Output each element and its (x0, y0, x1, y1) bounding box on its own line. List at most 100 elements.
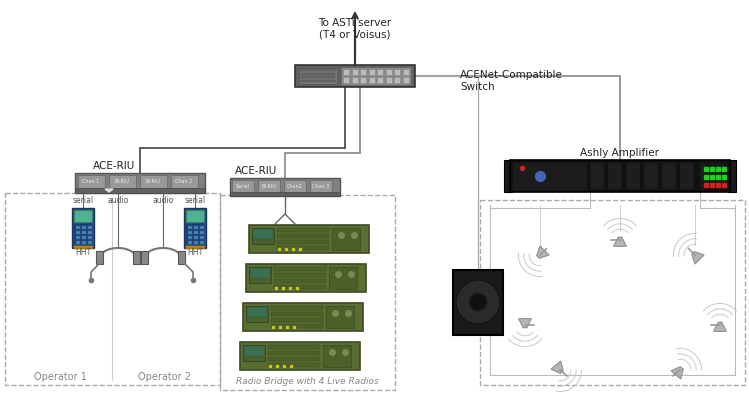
Bar (402, 69, 408, 75)
Bar (188, 231, 192, 234)
Bar (194, 231, 198, 234)
Bar (82, 231, 86, 234)
Bar (133, 251, 140, 264)
Bar (247, 307, 267, 317)
Bar (171, 175, 198, 188)
Text: Bi-RIU: Bi-RIU (261, 183, 276, 188)
Text: ACENet-Compatible
Switch: ACENet-Compatible Switch (460, 70, 563, 91)
Bar (194, 226, 198, 229)
Text: Chan2: Chan2 (287, 183, 303, 188)
Bar (299, 68, 337, 84)
Bar (310, 180, 332, 192)
Bar (268, 351, 320, 355)
Bar (271, 324, 323, 328)
Circle shape (469, 293, 487, 311)
Bar (253, 229, 273, 239)
Bar (194, 236, 198, 239)
Bar (220, 195, 395, 390)
Bar (394, 69, 400, 75)
Text: Chan 1: Chan 1 (82, 179, 100, 183)
Bar (178, 251, 185, 264)
Bar (301, 80, 335, 82)
Bar (271, 306, 323, 310)
Bar (700, 163, 727, 189)
Bar (377, 69, 383, 75)
Bar (680, 163, 694, 189)
Bar (274, 279, 326, 283)
Bar (274, 285, 326, 289)
Bar (186, 224, 204, 244)
Bar (188, 236, 192, 239)
Bar (78, 175, 105, 188)
Bar (74, 210, 92, 222)
Bar (277, 246, 329, 250)
Bar (243, 345, 265, 361)
Text: Bi-RIU: Bi-RIU (115, 179, 130, 183)
Bar (194, 241, 198, 244)
Bar (88, 226, 92, 229)
Bar (301, 72, 335, 74)
Bar (188, 226, 192, 229)
Polygon shape (714, 322, 727, 331)
Bar (243, 303, 363, 331)
Bar (268, 345, 320, 349)
Polygon shape (105, 189, 113, 192)
Bar (249, 267, 271, 283)
Bar (246, 306, 268, 322)
Text: Operator 2: Operator 2 (139, 372, 192, 382)
Bar (76, 226, 80, 229)
Bar (386, 69, 392, 75)
Bar (271, 318, 323, 322)
Bar (274, 273, 326, 277)
Bar (258, 180, 280, 192)
Text: Serial: Serial (236, 183, 250, 188)
Bar (284, 180, 306, 192)
Bar (728, 160, 736, 192)
Bar (277, 240, 329, 244)
Bar (341, 67, 411, 85)
Bar (329, 267, 357, 289)
Bar (200, 226, 204, 229)
Bar (74, 224, 92, 244)
Bar (82, 226, 86, 229)
Bar (140, 175, 167, 188)
Bar (268, 363, 320, 367)
Bar (360, 69, 366, 75)
Text: Bi-RIU: Bi-RIU (145, 179, 160, 183)
Bar (360, 77, 366, 83)
Text: To ASTi server
(T4 or Voisus): To ASTi server (T4 or Voisus) (318, 18, 392, 40)
Bar (326, 306, 354, 328)
Bar (230, 178, 340, 196)
Text: serial: serial (73, 196, 94, 204)
Bar (351, 77, 357, 83)
Bar (510, 160, 730, 192)
Text: audio: audio (107, 196, 129, 204)
Bar (480, 200, 745, 385)
Polygon shape (186, 246, 204, 248)
Bar (250, 268, 270, 278)
Bar (343, 77, 349, 83)
Bar (268, 357, 320, 361)
Bar (5, 193, 220, 385)
Bar (351, 69, 357, 75)
Bar (301, 76, 335, 78)
Bar (246, 264, 366, 292)
Circle shape (456, 280, 500, 324)
Bar (200, 231, 204, 234)
Bar (76, 241, 80, 244)
Polygon shape (671, 367, 683, 379)
Bar (186, 210, 204, 222)
Bar (232, 180, 254, 192)
Bar (249, 225, 369, 253)
Polygon shape (519, 319, 531, 328)
Bar (453, 270, 503, 335)
Bar (700, 163, 727, 189)
Bar (82, 241, 86, 244)
Text: Ashly Amplifier: Ashly Amplifier (580, 148, 660, 158)
Polygon shape (537, 246, 549, 258)
Bar (200, 241, 204, 244)
Polygon shape (613, 237, 626, 246)
Bar (377, 77, 383, 83)
Bar (96, 251, 103, 264)
Bar (626, 163, 640, 189)
